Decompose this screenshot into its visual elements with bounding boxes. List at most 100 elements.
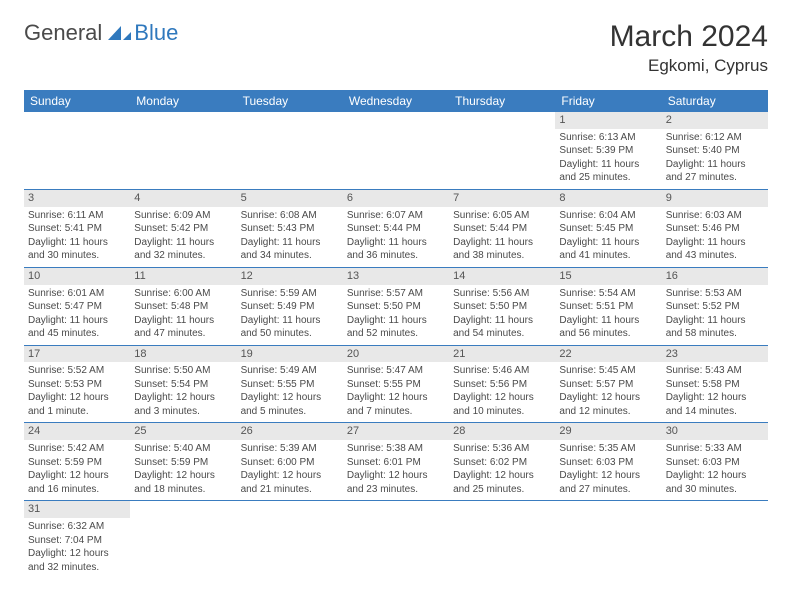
calendar-day-cell bbox=[237, 501, 343, 578]
sunset-text: Sunset: 5:44 PM bbox=[453, 222, 551, 236]
sunset-text: Sunset: 6:03 PM bbox=[666, 456, 764, 470]
calendar-day-cell bbox=[662, 501, 768, 578]
daylight-text: and 14 minutes. bbox=[666, 405, 764, 419]
daylight-text: and 7 minutes. bbox=[347, 405, 445, 419]
calendar-day-cell: 20Sunrise: 5:47 AMSunset: 5:55 PMDayligh… bbox=[343, 345, 449, 423]
sunrise-text: Sunrise: 5:39 AM bbox=[241, 442, 339, 456]
calendar-day-cell: 11Sunrise: 6:00 AMSunset: 5:48 PMDayligh… bbox=[130, 267, 236, 345]
daylight-text: Daylight: 12 hours bbox=[666, 469, 764, 483]
daylight-text: and 32 minutes. bbox=[134, 249, 232, 263]
day-number: 1 bbox=[555, 112, 661, 129]
daylight-text: and 27 minutes. bbox=[559, 483, 657, 497]
daylight-text: and 27 minutes. bbox=[666, 171, 764, 185]
day-number: 30 bbox=[662, 423, 768, 440]
daylight-text: and 12 minutes. bbox=[559, 405, 657, 419]
sunset-text: Sunset: 5:59 PM bbox=[134, 456, 232, 470]
sunrise-text: Sunrise: 5:52 AM bbox=[28, 364, 126, 378]
sunrise-text: Sunrise: 5:59 AM bbox=[241, 287, 339, 301]
calendar-day-cell: 3Sunrise: 6:11 AMSunset: 5:41 PMDaylight… bbox=[24, 189, 130, 267]
weekday-header: Thursday bbox=[449, 90, 555, 112]
sunset-text: Sunset: 6:03 PM bbox=[559, 456, 657, 470]
daylight-text: and 43 minutes. bbox=[666, 249, 764, 263]
calendar-day-cell bbox=[343, 112, 449, 189]
calendar-day-cell: 8Sunrise: 6:04 AMSunset: 5:45 PMDaylight… bbox=[555, 189, 661, 267]
calendar-day-cell: 24Sunrise: 5:42 AMSunset: 5:59 PMDayligh… bbox=[24, 423, 130, 501]
sunset-text: Sunset: 5:48 PM bbox=[134, 300, 232, 314]
daylight-text: Daylight: 12 hours bbox=[347, 469, 445, 483]
daylight-text: and 32 minutes. bbox=[28, 561, 126, 575]
day-number: 6 bbox=[343, 190, 449, 207]
day-number: 15 bbox=[555, 268, 661, 285]
daylight-text: and 30 minutes. bbox=[666, 483, 764, 497]
sunrise-text: Sunrise: 5:53 AM bbox=[666, 287, 764, 301]
sunset-text: Sunset: 5:44 PM bbox=[347, 222, 445, 236]
sunrise-text: Sunrise: 6:00 AM bbox=[134, 287, 232, 301]
sunset-text: Sunset: 5:57 PM bbox=[559, 378, 657, 392]
location-label: Egkomi, Cyprus bbox=[610, 56, 768, 76]
sunset-text: Sunset: 5:55 PM bbox=[347, 378, 445, 392]
day-number: 20 bbox=[343, 346, 449, 363]
calendar-week-row: 31Sunrise: 6:32 AMSunset: 7:04 PMDayligh… bbox=[24, 501, 768, 578]
daylight-text: and 58 minutes. bbox=[666, 327, 764, 341]
daylight-text: and 25 minutes. bbox=[559, 171, 657, 185]
title-block: March 2024 Egkomi, Cyprus bbox=[610, 20, 768, 76]
calendar-day-cell: 25Sunrise: 5:40 AMSunset: 5:59 PMDayligh… bbox=[130, 423, 236, 501]
sunset-text: Sunset: 5:43 PM bbox=[241, 222, 339, 236]
daylight-text: and 36 minutes. bbox=[347, 249, 445, 263]
sunrise-text: Sunrise: 6:32 AM bbox=[28, 520, 126, 534]
daylight-text: Daylight: 11 hours bbox=[28, 236, 126, 250]
brand-logo: General Blue bbox=[24, 20, 178, 46]
sunset-text: Sunset: 5:58 PM bbox=[666, 378, 764, 392]
day-number: 17 bbox=[24, 346, 130, 363]
daylight-text: Daylight: 12 hours bbox=[134, 469, 232, 483]
calendar-day-cell bbox=[343, 501, 449, 578]
day-number: 9 bbox=[662, 190, 768, 207]
calendar-day-cell: 23Sunrise: 5:43 AMSunset: 5:58 PMDayligh… bbox=[662, 345, 768, 423]
calendar-day-cell: 5Sunrise: 6:08 AMSunset: 5:43 PMDaylight… bbox=[237, 189, 343, 267]
calendar-week-row: 1Sunrise: 6:13 AMSunset: 5:39 PMDaylight… bbox=[24, 112, 768, 189]
calendar-day-cell bbox=[24, 112, 130, 189]
daylight-text: Daylight: 11 hours bbox=[559, 236, 657, 250]
sunrise-text: Sunrise: 5:56 AM bbox=[453, 287, 551, 301]
brand-text-1: General bbox=[24, 20, 102, 46]
calendar-day-cell bbox=[237, 112, 343, 189]
day-number: 27 bbox=[343, 423, 449, 440]
sunset-text: Sunset: 5:50 PM bbox=[347, 300, 445, 314]
daylight-text: Daylight: 11 hours bbox=[347, 314, 445, 328]
day-number: 22 bbox=[555, 346, 661, 363]
daylight-text: and 34 minutes. bbox=[241, 249, 339, 263]
calendar-week-row: 24Sunrise: 5:42 AMSunset: 5:59 PMDayligh… bbox=[24, 423, 768, 501]
calendar-day-cell: 19Sunrise: 5:49 AMSunset: 5:55 PMDayligh… bbox=[237, 345, 343, 423]
calendar-day-cell: 6Sunrise: 6:07 AMSunset: 5:44 PMDaylight… bbox=[343, 189, 449, 267]
day-number: 13 bbox=[343, 268, 449, 285]
day-number: 24 bbox=[24, 423, 130, 440]
sunset-text: Sunset: 5:45 PM bbox=[559, 222, 657, 236]
daylight-text: Daylight: 12 hours bbox=[666, 391, 764, 405]
calendar-day-cell: 27Sunrise: 5:38 AMSunset: 6:01 PMDayligh… bbox=[343, 423, 449, 501]
sunrise-text: Sunrise: 6:12 AM bbox=[666, 131, 764, 145]
sunset-text: Sunset: 7:04 PM bbox=[28, 534, 126, 548]
sunrise-text: Sunrise: 6:03 AM bbox=[666, 209, 764, 223]
daylight-text: Daylight: 12 hours bbox=[559, 391, 657, 405]
daylight-text: and 45 minutes. bbox=[28, 327, 126, 341]
calendar-day-cell: 9Sunrise: 6:03 AMSunset: 5:46 PMDaylight… bbox=[662, 189, 768, 267]
day-number: 21 bbox=[449, 346, 555, 363]
sunset-text: Sunset: 5:55 PM bbox=[241, 378, 339, 392]
daylight-text: and 47 minutes. bbox=[134, 327, 232, 341]
calendar-table: Sunday Monday Tuesday Wednesday Thursday… bbox=[24, 90, 768, 578]
calendar-day-cell: 29Sunrise: 5:35 AMSunset: 6:03 PMDayligh… bbox=[555, 423, 661, 501]
calendar-week-row: 10Sunrise: 6:01 AMSunset: 5:47 PMDayligh… bbox=[24, 267, 768, 345]
calendar-day-cell bbox=[130, 501, 236, 578]
daylight-text: Daylight: 11 hours bbox=[347, 236, 445, 250]
weekday-header: Sunday bbox=[24, 90, 130, 112]
day-number: 26 bbox=[237, 423, 343, 440]
calendar-day-cell: 14Sunrise: 5:56 AMSunset: 5:50 PMDayligh… bbox=[449, 267, 555, 345]
sunrise-text: Sunrise: 5:45 AM bbox=[559, 364, 657, 378]
sunset-text: Sunset: 5:56 PM bbox=[453, 378, 551, 392]
daylight-text: Daylight: 12 hours bbox=[28, 391, 126, 405]
daylight-text: Daylight: 11 hours bbox=[559, 314, 657, 328]
calendar-day-cell: 16Sunrise: 5:53 AMSunset: 5:52 PMDayligh… bbox=[662, 267, 768, 345]
day-number: 12 bbox=[237, 268, 343, 285]
daylight-text: and 10 minutes. bbox=[453, 405, 551, 419]
month-title: March 2024 bbox=[610, 20, 768, 54]
